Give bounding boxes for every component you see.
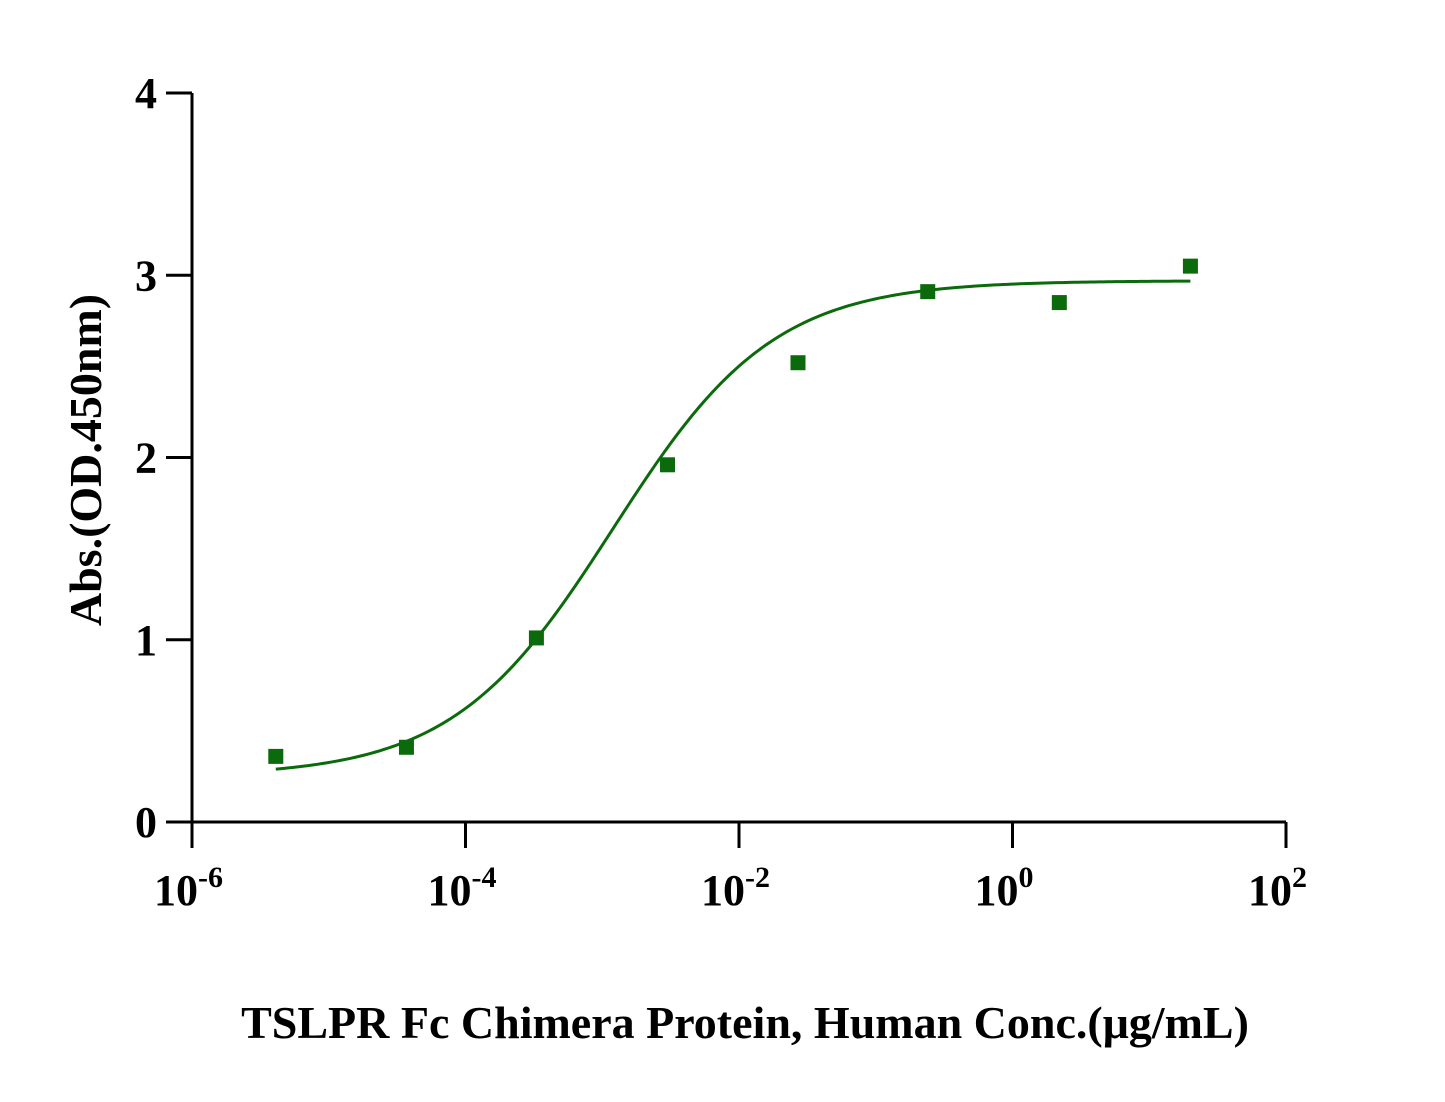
- y-tick-label: 2: [135, 434, 157, 483]
- data-point: [528, 630, 544, 646]
- y-tick-label: 4: [135, 69, 157, 118]
- data-point: [1051, 295, 1067, 311]
- x-tick-label: 100: [975, 861, 1034, 915]
- x-axis-label: TSLPR Fc Chimera Protein, Human Conc.(μg…: [241, 997, 1249, 1048]
- y-tick-label: 3: [135, 251, 157, 300]
- x-tick-label: 10-4: [428, 861, 497, 915]
- x-tick-label: 10-2: [701, 861, 770, 915]
- data-point: [398, 739, 414, 755]
- data-point: [790, 355, 806, 371]
- ticks: 0 1 2 3 4 10-6 10-4 10-2 100 102: [135, 69, 1307, 915]
- y-tick-label: 0: [135, 798, 157, 847]
- data-point: [920, 284, 936, 300]
- fit-curve: [275, 279, 1191, 771]
- axes: [190, 93, 1286, 824]
- series: [268, 258, 1198, 771]
- y-tick-label: 1: [135, 616, 157, 665]
- x-tick-label: 102: [1248, 861, 1307, 915]
- data-point: [659, 457, 675, 473]
- x-tick-label: 10-6: [154, 861, 223, 915]
- y-axis-label: Abs.(OD.450nm): [60, 294, 111, 626]
- data-point: [1182, 258, 1198, 274]
- data-point: [268, 748, 284, 764]
